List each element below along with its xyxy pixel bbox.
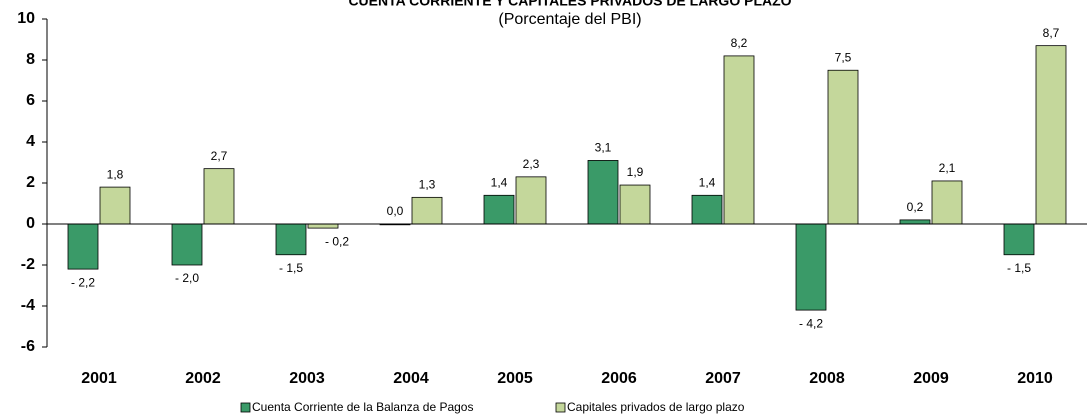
bar [899,219,931,225]
bar [619,184,651,225]
value-label: 8,7 [1043,26,1060,40]
x-tick-label: 2008 [809,370,845,387]
x-tick-label: 2002 [185,370,221,387]
bar [827,69,859,225]
value-label: 1,8 [107,167,124,181]
x-tick-label: 2010 [1017,370,1053,387]
bar [1003,223,1035,256]
bar [67,223,99,270]
value-label: 1,4 [699,175,716,189]
x-tick-label: 2007 [705,370,741,387]
value-label: 2,3 [523,157,540,171]
bar [795,223,827,311]
bar [515,176,547,225]
x-tick-label: 2006 [601,370,637,387]
bar [411,196,443,225]
x-tick-label: 2005 [497,370,533,387]
bar [203,168,235,225]
value-label: - 1,5 [279,261,303,275]
value-label: 7,5 [835,50,852,64]
legend-label: Capitales privados de largo plazo [567,400,745,414]
bar [587,160,619,225]
value-label: - 2,2 [71,275,95,289]
y-tick-label: -6 [21,338,35,355]
bar [931,180,963,225]
bar [723,55,755,225]
y-tick-label: 2 [26,174,35,191]
value-label: - 0,2 [325,234,349,248]
value-label: - 2,0 [175,271,199,285]
y-tick-label: 8 [26,51,35,68]
y-tick-label: 0 [26,215,35,232]
chart-title: CUENTA CORRIENTE Y CAPITALES PRIVADOS DE… [348,0,791,9]
bar [171,223,203,266]
value-label: 3,1 [595,141,612,155]
bar [691,194,723,225]
legend-swatch [555,402,566,413]
legend-swatch [240,402,251,413]
x-tick-label: 2001 [81,370,117,387]
value-label: 2,1 [939,161,956,175]
y-tick-label: 4 [26,133,35,150]
value-label: - 1,5 [1007,261,1031,275]
y-tick-label: -2 [21,256,35,273]
x-tick-label: 2004 [393,370,429,387]
value-label: 8,2 [731,36,748,50]
value-label: - 4,2 [799,316,823,330]
y-tick-label: -4 [21,297,35,314]
value-label: 0,0 [387,204,404,218]
x-tick-label: 2003 [289,370,325,387]
value-label: 2,7 [211,149,228,163]
value-label: 1,9 [627,165,644,179]
bar [1035,45,1067,225]
value-label: 1,3 [419,178,436,192]
bar [307,223,339,229]
bar [483,194,515,225]
y-tick-label: 10 [17,10,35,27]
value-label: 0,2 [907,200,924,214]
bar [275,223,307,256]
y-tick-label: 6 [26,92,35,109]
legend-label: Cuenta Corriente de la Balanza de Pagos [252,400,473,414]
chart-subtitle: (Porcentaje del PBI) [498,11,641,28]
x-tick-label: 2009 [913,370,949,387]
bar [99,186,131,225]
value-label: 1,4 [491,175,508,189]
